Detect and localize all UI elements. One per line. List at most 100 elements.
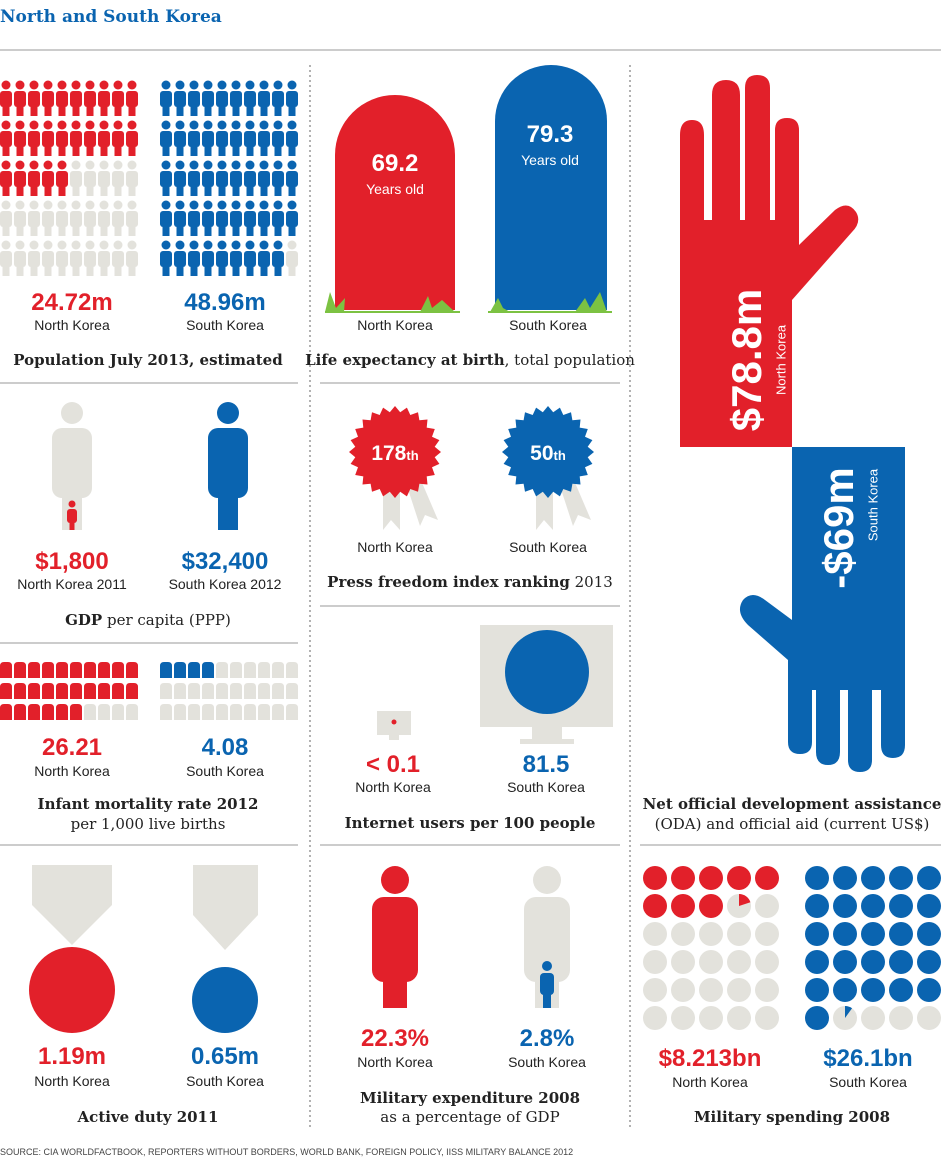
head [1,120,11,130]
legs [204,224,212,236]
legs [86,264,94,276]
person-icon [160,200,172,236]
head [161,240,171,250]
seat-icon [202,662,214,678]
head [57,120,67,130]
legs [58,104,66,116]
unit: Years old [521,152,579,168]
head [161,160,171,170]
body [202,91,214,107]
head [113,120,123,130]
seat-icon [42,662,54,678]
head [113,160,123,170]
body [202,251,214,267]
seat-icon [0,704,12,720]
body [188,131,200,147]
seat-icon [216,683,228,699]
person-icon [56,240,68,276]
body [42,131,54,147]
value: $78.8m [723,289,770,431]
head [231,200,241,210]
legs [176,264,184,276]
head [71,200,81,210]
legs [72,184,80,196]
coin [727,950,751,974]
value: $26.1bn [823,1045,912,1072]
person-icon [84,120,96,156]
coin [805,950,829,974]
seat-icon [126,704,138,720]
coin [917,894,941,918]
person-icon [188,80,200,116]
label: North Korea [773,324,788,395]
person-icon [70,120,82,156]
legs [128,224,136,236]
coin [889,978,913,1002]
head [175,80,185,90]
seat-icon [230,662,242,678]
person-icon [98,200,110,236]
legs [260,224,268,236]
panel-title: Population July 2013, estimated [13,351,283,369]
legs [288,184,296,196]
head [71,160,81,170]
legs [44,224,52,236]
person-icon [202,80,214,116]
legs [100,144,108,156]
coin-part [739,894,751,906]
head [259,200,269,210]
hand [680,75,859,447]
coin [805,894,829,918]
body [188,91,200,107]
seat-icon [84,662,96,678]
head [203,200,213,210]
legs [190,264,198,276]
seat-icon [244,704,256,720]
head [15,200,25,210]
coin [699,1006,723,1030]
person-icon [160,80,172,116]
coin [917,950,941,974]
legs [128,264,136,276]
coin [889,922,913,946]
panel-subtitle: as a percentage of GDP [380,1108,559,1126]
legs [128,184,136,196]
seat-icon [14,704,26,720]
body [174,131,186,147]
legs [72,224,80,236]
coin [699,950,723,974]
head [161,200,171,210]
legs [232,144,240,156]
seat-icon [216,704,228,720]
legs [288,264,296,276]
body [70,91,82,107]
legs [114,224,122,236]
head [113,240,123,250]
legs [232,264,240,276]
person-icon [70,160,82,196]
person-icon [70,240,82,276]
person-icon [258,240,270,276]
figure [67,500,77,530]
seat-icon [42,704,54,720]
body [188,251,200,267]
coin [699,922,723,946]
person-icon [28,120,40,156]
label: South Korea [509,539,587,555]
coin [833,950,857,974]
rank: 50 [530,442,553,465]
body [14,91,26,107]
title-rest: 2013 [570,573,613,591]
body [160,211,172,227]
coin [889,894,913,918]
legs [44,264,52,276]
coin [755,950,779,974]
coin [727,978,751,1002]
monitor-stand [389,735,399,740]
body [98,171,110,187]
legs [176,144,184,156]
tombstone [335,95,455,310]
body [286,211,298,227]
coin [671,922,695,946]
person-icon [126,200,138,236]
